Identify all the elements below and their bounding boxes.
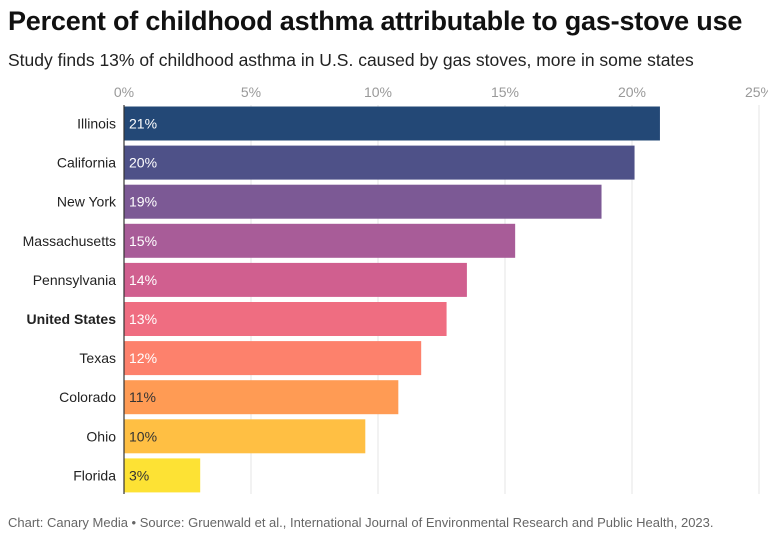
bar xyxy=(124,262,467,297)
category-label: United States xyxy=(27,311,117,327)
bar-value-label: 11% xyxy=(129,389,156,405)
x-tick-label: 0% xyxy=(114,84,134,100)
bar xyxy=(124,145,635,180)
bar xyxy=(124,302,447,336)
bar-value-label: 21% xyxy=(129,116,157,132)
bar xyxy=(124,341,422,376)
chart-title: Percent of childhood asthma attributable… xyxy=(8,6,743,36)
x-tick-label: 20% xyxy=(618,84,646,100)
category-label: Colorado xyxy=(59,389,116,405)
bar xyxy=(124,458,201,493)
bar xyxy=(124,106,660,141)
bar xyxy=(124,184,602,219)
category-label: Texas xyxy=(79,350,116,366)
chart-subtitle: Study finds 13% of childhood asthma in U… xyxy=(8,50,694,70)
x-tick-label: 10% xyxy=(364,84,392,100)
bar-chart: 0% 5% 10% 15% 20% 25% Illinois 21% California 20%… xyxy=(23,84,768,494)
category-label: Pennsylvania xyxy=(33,272,116,288)
category-label: Ohio xyxy=(86,428,116,444)
bar-value-label: 20% xyxy=(129,155,157,171)
bar-value-label: 10% xyxy=(129,428,157,444)
bar xyxy=(124,380,399,415)
chart-source-footer: Chart: Canary Media • Source: Gruenwald … xyxy=(8,515,714,530)
bar-value-label: 14% xyxy=(129,272,157,288)
category-label: Florida xyxy=(73,467,116,483)
bar-value-label: 13% xyxy=(129,311,157,327)
bar-value-label: 3% xyxy=(129,467,149,483)
bar xyxy=(124,419,366,454)
category-label: Massachusetts xyxy=(23,233,116,249)
bar-value-label: 19% xyxy=(129,194,157,210)
category-label: Illinois xyxy=(77,116,116,132)
bar-value-label: 15% xyxy=(129,233,157,249)
category-label: California xyxy=(57,155,116,171)
x-tick-label: 25% xyxy=(745,84,768,100)
bar xyxy=(124,223,516,258)
x-tick-label: 5% xyxy=(241,84,261,100)
category-label: New York xyxy=(57,194,117,210)
bar-value-label: 12% xyxy=(129,350,157,366)
x-tick-label: 15% xyxy=(491,84,519,100)
